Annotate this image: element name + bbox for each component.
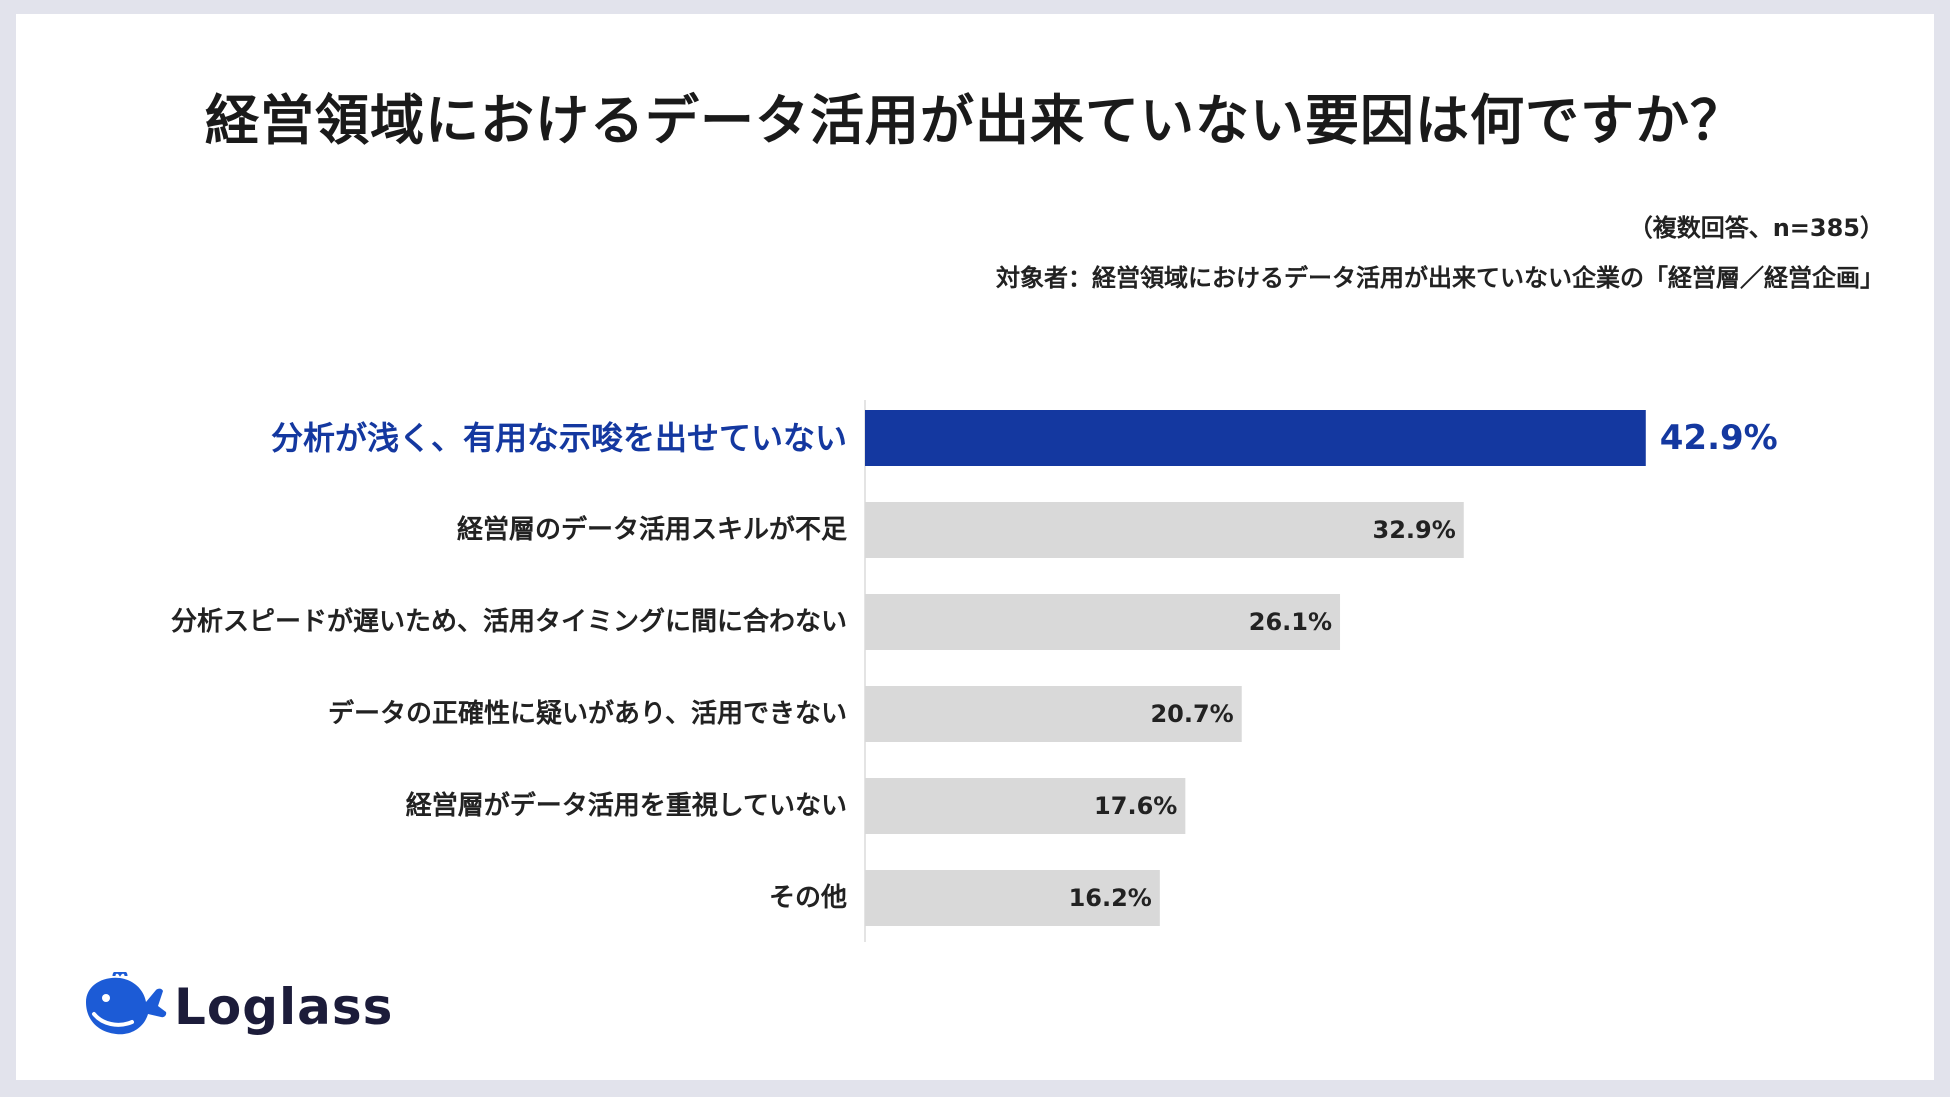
category-label-5: その他: [769, 883, 847, 913]
bar-0: [865, 410, 1646, 466]
category-label-2: 分析スピードが遅いため、活用タイミングに間に合わない: [171, 606, 847, 637]
bar-3: [865, 686, 1242, 742]
whale-logo-icon: [86, 972, 167, 1035]
chart-title: 経営領域におけるデータ活用が出来ていない要因は何ですか？: [205, 89, 1745, 152]
value-label-0: 42.9%: [1660, 418, 1778, 458]
chart-card: 経営領域におけるデータ活用が出来ていない要因は何ですか？ （複数回答、n=385…: [16, 14, 1934, 1080]
bar-5: [865, 870, 1160, 926]
target-note: 対象者：経営領域におけるデータ活用が出来ていない企業の「経営層／経営企画」: [996, 264, 1884, 292]
bar-1: [865, 502, 1464, 558]
value-label-5: 16.2%: [1069, 884, 1152, 912]
value-label-4: 17.6%: [1094, 792, 1177, 820]
bar-4: [865, 778, 1186, 834]
bar-2: [865, 594, 1341, 650]
value-label-2: 26.1%: [1249, 608, 1332, 636]
category-label-1: 経営層のデータ活用スキルが不足: [457, 514, 847, 545]
bar-chart: 分析が浅く、有用な示唆を出せていない 42.9% 経営層のデータ活用スキルが不足 32…: [171, 400, 1778, 942]
category-label-3: データの正確性に疑いがあり、活用できない: [328, 698, 847, 729]
brand-name: Loglass: [174, 978, 394, 1036]
category-label-0: 分析が浅く、有用な示唆を出せていない: [271, 419, 847, 457]
category-label-4: 経営層がデータ活用を重視していない: [406, 790, 847, 821]
value-label-3: 20.7%: [1150, 700, 1233, 728]
value-label-1: 32.9%: [1373, 516, 1456, 544]
respondent-note: （複数回答、n=385）: [1628, 214, 1884, 242]
